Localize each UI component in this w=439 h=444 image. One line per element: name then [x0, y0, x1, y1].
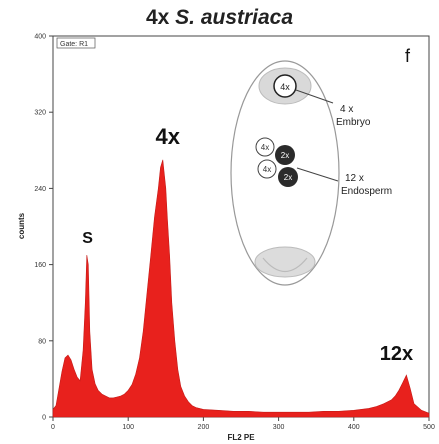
title-species: S. austriaca [175, 6, 294, 29]
endosperm-nucleus-4 [278, 167, 298, 187]
embryo-nucleus [273, 74, 297, 98]
peak-label: 4x [156, 124, 181, 149]
y-tick-label: 160 [34, 262, 46, 269]
y-tick-label: 320 [34, 110, 46, 117]
x-tick-label: 500 [423, 424, 435, 431]
y-tick-label: 0 [42, 415, 46, 422]
endosperm-ploidy-4: 2x [284, 173, 292, 182]
x-tick-label: 100 [122, 424, 134, 431]
x-tick-label: 300 [273, 424, 285, 431]
x-tick-label: 0 [51, 424, 55, 431]
x-axis-ticks: 0 100 200 300 400 500 [51, 417, 435, 431]
endosperm-ploidy-3: 4x [263, 165, 271, 174]
embryo-label: 4 x Embryo [336, 104, 371, 128]
endosperm-ploidy-2: 2x [281, 151, 289, 160]
x-axis-label: FL2 PE [227, 433, 255, 442]
endosperm-pointer [296, 167, 339, 182]
peak-label: S [82, 230, 93, 247]
histogram-series [52, 159, 430, 418]
endosperm-ploidy-1: 4x [261, 143, 269, 152]
suspensor-arc [262, 257, 308, 273]
y-axis-label: counts [17, 212, 26, 239]
endosperm-nucleus-2 [275, 145, 295, 165]
suspensor-shape [254, 246, 316, 278]
gate-box [56, 37, 96, 49]
chart-title: 4x S. austriaca [0, 6, 439, 30]
panel-letter: f [405, 46, 411, 66]
title-prefix: 4x [145, 6, 170, 29]
y-tick-label: 80 [38, 338, 46, 345]
y-tick-label: 400 [34, 34, 46, 41]
peak-labels: S 4x 12x [82, 124, 413, 365]
embryo-pointer [295, 89, 334, 104]
x-tick-label: 200 [198, 424, 210, 431]
endosperm-label: 12 x Endosperm [341, 173, 392, 197]
seed-schematic: 4x 4x 2x 4x 2x 4 x Embryo 12 x Endosperm [230, 60, 392, 286]
x-tick-label: 400 [348, 424, 360, 431]
gate-label: Gate: R1 [60, 41, 88, 48]
endosperm-nucleus-1 [255, 137, 275, 157]
endosperm-nucleus-3 [257, 159, 277, 179]
embryo-ploidy: 4x [280, 82, 290, 92]
y-tick-label: 240 [34, 186, 46, 193]
peak-label: 12x [380, 343, 413, 365]
y-axis-ticks: 0 80 160 240 320 400 [34, 34, 53, 422]
